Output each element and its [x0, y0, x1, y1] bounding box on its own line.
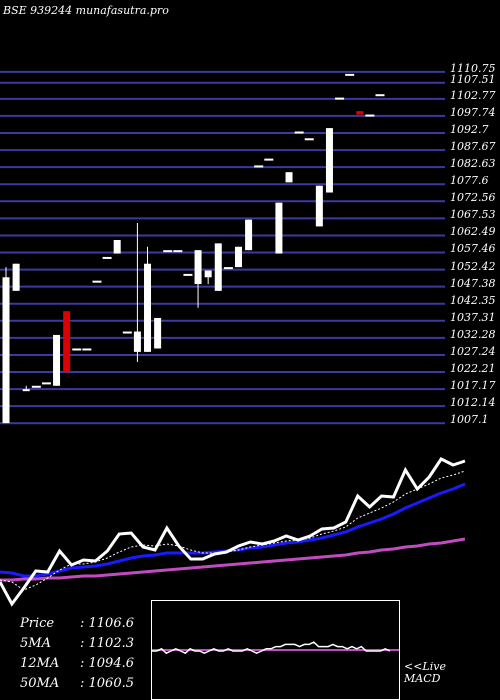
y-tick-label: 1032.28: [450, 327, 496, 341]
y-tick-label: 1022.21: [450, 361, 496, 375]
candlestick-series: [2, 73, 385, 424]
macd-line: [152, 641, 391, 655]
candle-body: [133, 331, 141, 352]
y-tick-label: 1062.49: [450, 225, 496, 239]
candle-body: [183, 273, 193, 276]
candle-body: [335, 97, 345, 100]
y-tick-label: 1092.7: [450, 123, 489, 137]
candle-body: [31, 385, 41, 388]
candle-body: [304, 138, 314, 141]
candle-body: [194, 250, 202, 285]
y-tick-label: 1012.14: [450, 396, 496, 410]
candle-body: [92, 280, 102, 283]
y-tick-label: 1027.24: [450, 344, 496, 358]
y-tick-label: 1107.51: [450, 72, 496, 86]
candle-body: [72, 348, 82, 351]
price-line: [0, 457, 466, 607]
y-tick-label: 1072.56: [450, 191, 496, 205]
y-tick-label: 1097.74: [450, 105, 496, 119]
candle-body: [264, 158, 274, 161]
candle-body: [163, 250, 173, 253]
y-tick-label: 1007.1: [450, 413, 489, 427]
candle-body: [375, 94, 385, 97]
site-label: munafasutra.pro: [75, 4, 169, 17]
chart-header: BSE 939244 munafasutra.pro: [3, 5, 169, 16]
candle-body: [41, 382, 51, 385]
moving-average-panel: [0, 457, 466, 607]
y-tick-label: 1082.63: [450, 157, 496, 171]
candle-body: [245, 219, 253, 251]
live-macd-link[interactable]: <<Live MACD: [404, 661, 446, 685]
y-tick-label: 1077.6: [450, 174, 489, 188]
stat-12ma: 12MA: 1094.6: [20, 656, 135, 671]
candle-body: [254, 165, 264, 168]
candle-body: [154, 317, 162, 349]
candle-body: [356, 111, 364, 115]
candle-body: [173, 250, 183, 253]
candle-body: [12, 263, 20, 291]
candle-body: [234, 246, 242, 268]
candle-body: [294, 131, 304, 134]
y-tick-label: 1102.77: [450, 88, 496, 102]
macd-label[interactable]: MACD: [404, 672, 441, 685]
stat-5ma: 5MA: 1102.3: [20, 636, 135, 651]
macd-panel: [151, 600, 400, 700]
candle-body: [22, 389, 30, 392]
candle-body: [2, 277, 10, 424]
stat-50ma-value: 1060.5: [88, 676, 135, 691]
y-tick-label: 1037.31: [450, 310, 496, 324]
symbol-label: BSE 939244: [3, 4, 73, 17]
stat-50ma: 50MA: 1060.5: [20, 676, 135, 691]
stat-price: Price: 1106.6: [20, 616, 135, 631]
y-tick-label: 1110.75: [450, 61, 496, 75]
price-gridlines: [0, 70, 445, 425]
candle-body: [325, 128, 333, 193]
candle-body: [204, 270, 212, 278]
candle-body: [63, 311, 71, 373]
y-tick-label: 1017.17: [450, 379, 496, 393]
ma-long-line: [0, 537, 466, 582]
stat-50ma-label: 50MA: [20, 676, 60, 691]
ma-short-line: [0, 470, 466, 591]
candle-body: [315, 185, 323, 227]
candle-body: [223, 267, 233, 270]
y-tick-label: 1047.38: [450, 276, 496, 290]
y-tick-label: 1042.35: [450, 293, 496, 307]
stat-price-value: 1106.6: [88, 616, 135, 631]
y-tick-label: 1067.53: [450, 208, 496, 222]
stat-12ma-label: 12MA: [20, 656, 60, 671]
candle-body: [365, 114, 375, 117]
y-tick-label: 1087.67: [450, 140, 496, 154]
candle-body: [122, 331, 132, 334]
candle-body: [285, 172, 293, 183]
stat-5ma-value: 1102.3: [88, 636, 135, 651]
stat-price-label: Price: [20, 616, 55, 631]
candle-body: [275, 202, 283, 254]
stat-5ma-label: 5MA: [20, 636, 51, 651]
candle-body: [113, 239, 121, 254]
y-tick-label: 1052.42: [450, 259, 496, 273]
candle-body: [53, 334, 61, 386]
y-tick-label: 1057.46: [450, 242, 496, 256]
candle-body: [214, 243, 222, 291]
stat-12ma-value: 1094.6: [88, 656, 135, 671]
candle-body: [144, 263, 152, 352]
candle-body: [345, 73, 355, 76]
live-label[interactable]: <<Live: [404, 660, 446, 673]
candle-body: [82, 348, 92, 351]
candle-body: [102, 256, 112, 259]
